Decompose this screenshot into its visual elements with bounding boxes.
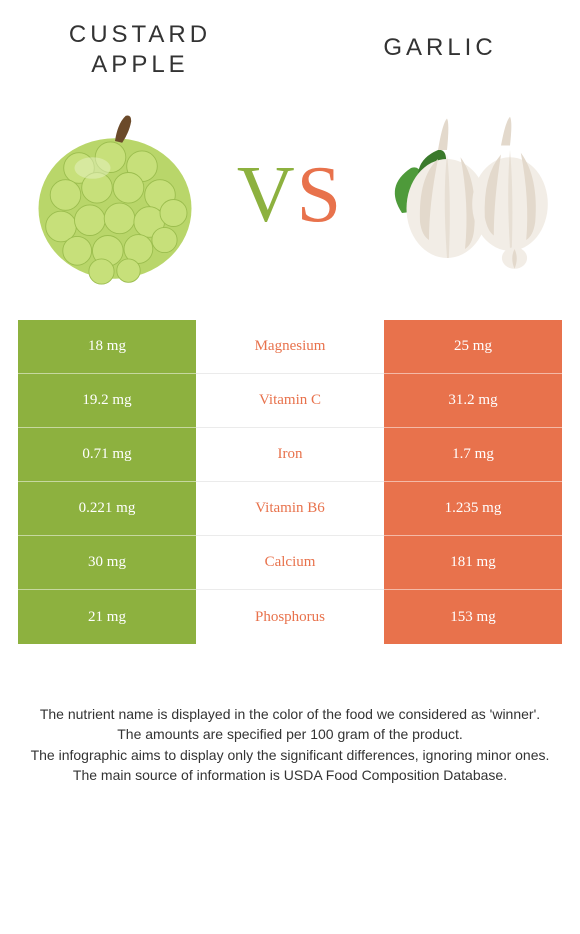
title-custard-apple: CUSTARD APPLE bbox=[40, 20, 240, 80]
nutrient-label: Vitamin B6 bbox=[196, 482, 384, 536]
left-value: 19.2 mg bbox=[18, 374, 196, 428]
nutrient-label: Phosphorus bbox=[196, 590, 384, 644]
nutrient-label: Magnesium bbox=[196, 320, 384, 374]
nutrient-table: 18 mgMagnesium25 mg19.2 mgVitamin C31.2 … bbox=[18, 320, 562, 644]
hero-row: VS bbox=[0, 80, 580, 320]
right-value: 153 mg bbox=[384, 590, 562, 644]
table-row: 0.221 mgVitamin B61.235 mg bbox=[18, 482, 562, 536]
garlic-image bbox=[370, 100, 560, 290]
right-value: 25 mg bbox=[384, 320, 562, 374]
left-value: 18 mg bbox=[18, 320, 196, 374]
custard-apple-image bbox=[20, 100, 210, 290]
left-value: 30 mg bbox=[18, 536, 196, 590]
custard-apple-icon bbox=[25, 105, 205, 285]
right-value: 31.2 mg bbox=[384, 374, 562, 428]
nutrient-label: Calcium bbox=[196, 536, 384, 590]
footnote-line: The nutrient name is displayed in the co… bbox=[24, 704, 556, 724]
garlic-icon bbox=[375, 110, 555, 280]
left-value: 21 mg bbox=[18, 590, 196, 644]
table-row: 19.2 mgVitamin C31.2 mg bbox=[18, 374, 562, 428]
nutrient-label: Vitamin C bbox=[196, 374, 384, 428]
table-row: 0.71 mgIron1.7 mg bbox=[18, 428, 562, 482]
vs-s: S bbox=[297, 151, 344, 239]
nutrient-label: Iron bbox=[196, 428, 384, 482]
vs-label: VS bbox=[237, 150, 343, 241]
table-row: 21 mgPhosphorus153 mg bbox=[18, 590, 562, 644]
right-value: 1.7 mg bbox=[384, 428, 562, 482]
vs-v: V bbox=[237, 151, 297, 239]
footnote-line: The amounts are specified per 100 gram o… bbox=[24, 724, 556, 744]
right-value: 181 mg bbox=[384, 536, 562, 590]
left-value: 0.71 mg bbox=[18, 428, 196, 482]
footnote-line: The main source of information is USDA F… bbox=[24, 765, 556, 785]
footnote-line: The infographic aims to display only the… bbox=[24, 745, 556, 765]
header: CUSTARD APPLE GARLIC bbox=[0, 0, 580, 80]
table-row: 30 mgCalcium181 mg bbox=[18, 536, 562, 590]
left-value: 0.221 mg bbox=[18, 482, 196, 536]
right-value: 1.235 mg bbox=[384, 482, 562, 536]
title-garlic: GARLIC bbox=[340, 20, 540, 62]
footnotes: The nutrient name is displayed in the co… bbox=[0, 704, 580, 785]
table-row: 18 mgMagnesium25 mg bbox=[18, 320, 562, 374]
